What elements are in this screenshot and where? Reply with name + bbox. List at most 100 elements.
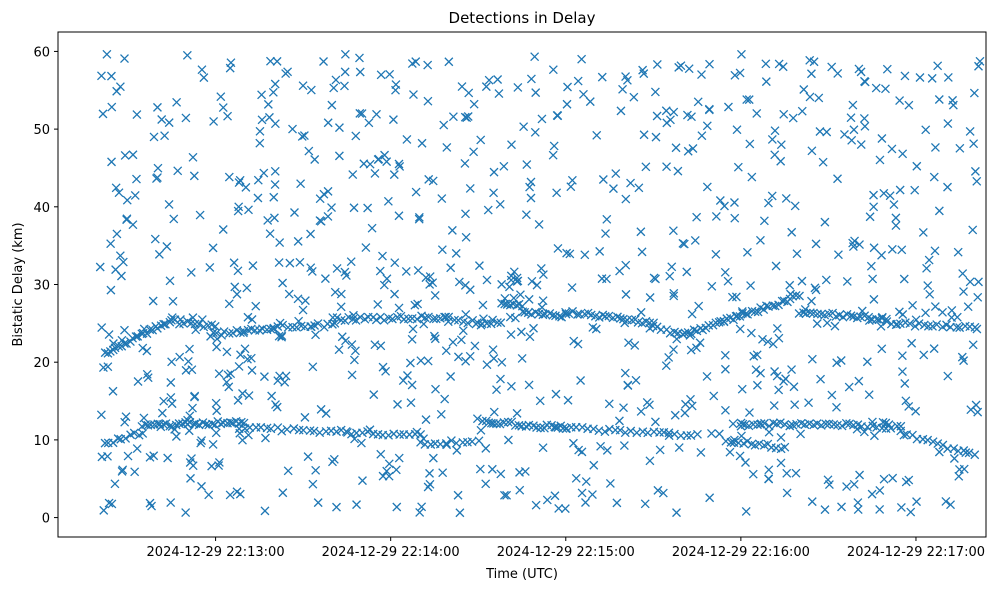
data-point xyxy=(641,162,651,172)
data-point xyxy=(636,227,646,237)
data-point xyxy=(441,346,451,356)
data-point xyxy=(323,211,333,221)
data-point xyxy=(816,309,826,319)
data-point xyxy=(300,296,310,306)
data-point xyxy=(482,275,492,285)
data-point xyxy=(658,488,668,498)
data-point xyxy=(752,108,762,118)
data-point xyxy=(969,88,979,98)
data-point xyxy=(848,100,858,110)
data-point xyxy=(113,434,123,444)
data-point xyxy=(181,113,191,123)
data-point xyxy=(898,149,908,159)
data-point xyxy=(209,116,219,126)
data-point xyxy=(614,416,624,426)
data-point xyxy=(772,323,782,333)
data-point xyxy=(517,353,527,363)
data-point xyxy=(155,419,165,429)
data-point xyxy=(460,112,470,122)
data-point xyxy=(833,250,843,260)
data-point xyxy=(595,246,605,256)
data-point xyxy=(364,118,374,128)
data-point xyxy=(236,417,246,427)
data-point xyxy=(791,291,801,300)
data-point xyxy=(669,291,679,301)
data-point xyxy=(336,289,346,299)
data-point xyxy=(234,202,244,212)
data-point xyxy=(197,436,207,446)
x-tick-label: 2024-12-29 22:14:00 xyxy=(322,545,460,560)
data-point xyxy=(450,315,460,325)
data-point xyxy=(807,354,817,364)
data-point xyxy=(812,319,822,329)
data-point xyxy=(259,168,269,178)
data-point xyxy=(892,319,902,329)
data-point xyxy=(676,61,686,71)
data-point xyxy=(235,489,245,499)
y-tick-label: 20 xyxy=(33,356,50,371)
data-point xyxy=(927,73,937,83)
data-point xyxy=(538,310,548,320)
data-point xyxy=(733,162,743,172)
data-point xyxy=(444,57,454,67)
data-point xyxy=(191,325,201,335)
data-point xyxy=(103,451,112,461)
data-point xyxy=(183,357,193,366)
data-point xyxy=(410,300,420,310)
data-point xyxy=(207,461,217,471)
data-point xyxy=(770,367,780,376)
data-point xyxy=(779,109,789,119)
data-point xyxy=(263,99,273,109)
data-point xyxy=(233,395,243,405)
data-point xyxy=(340,81,349,91)
y-tick-label: 50 xyxy=(33,123,50,138)
data-point xyxy=(645,293,655,302)
data-point xyxy=(579,89,588,99)
data-point xyxy=(848,238,858,248)
data-point xyxy=(854,64,864,74)
data-point xyxy=(365,425,375,435)
data-point xyxy=(684,64,694,74)
x-tick-label: 2024-12-29 22:15:00 xyxy=(497,545,635,560)
data-point xyxy=(157,408,167,418)
data-point xyxy=(626,426,636,436)
data-point xyxy=(423,96,433,106)
data-point xyxy=(183,415,193,425)
data-point xyxy=(407,334,417,344)
data-point xyxy=(760,418,769,428)
data-point xyxy=(530,52,540,62)
data-point xyxy=(147,501,157,511)
data-point xyxy=(661,106,671,116)
data-point xyxy=(774,59,784,69)
data-point xyxy=(639,130,649,140)
data-point xyxy=(132,174,141,184)
data-point xyxy=(652,322,662,332)
data-point xyxy=(859,427,869,437)
data-point xyxy=(196,438,206,448)
data-point xyxy=(867,489,877,499)
data-point xyxy=(300,412,310,422)
data-point xyxy=(266,324,276,334)
data-point xyxy=(836,356,846,365)
data-point xyxy=(446,263,456,273)
data-point xyxy=(681,399,690,409)
data-point xyxy=(139,324,149,334)
data-point xyxy=(347,370,357,380)
data-point xyxy=(189,171,199,181)
data-point xyxy=(515,467,524,477)
data-point xyxy=(693,97,703,107)
data-point xyxy=(131,332,141,341)
data-point xyxy=(837,421,847,431)
data-point xyxy=(205,262,215,272)
data-point xyxy=(938,307,947,317)
data-point xyxy=(652,59,662,69)
data-point xyxy=(414,214,424,224)
data-point xyxy=(229,258,239,268)
data-point xyxy=(682,267,692,277)
data-point xyxy=(188,403,197,413)
data-point xyxy=(375,266,385,276)
data-point xyxy=(933,61,943,71)
data-point xyxy=(612,498,622,508)
data-point xyxy=(416,356,426,366)
data-point xyxy=(602,274,611,284)
